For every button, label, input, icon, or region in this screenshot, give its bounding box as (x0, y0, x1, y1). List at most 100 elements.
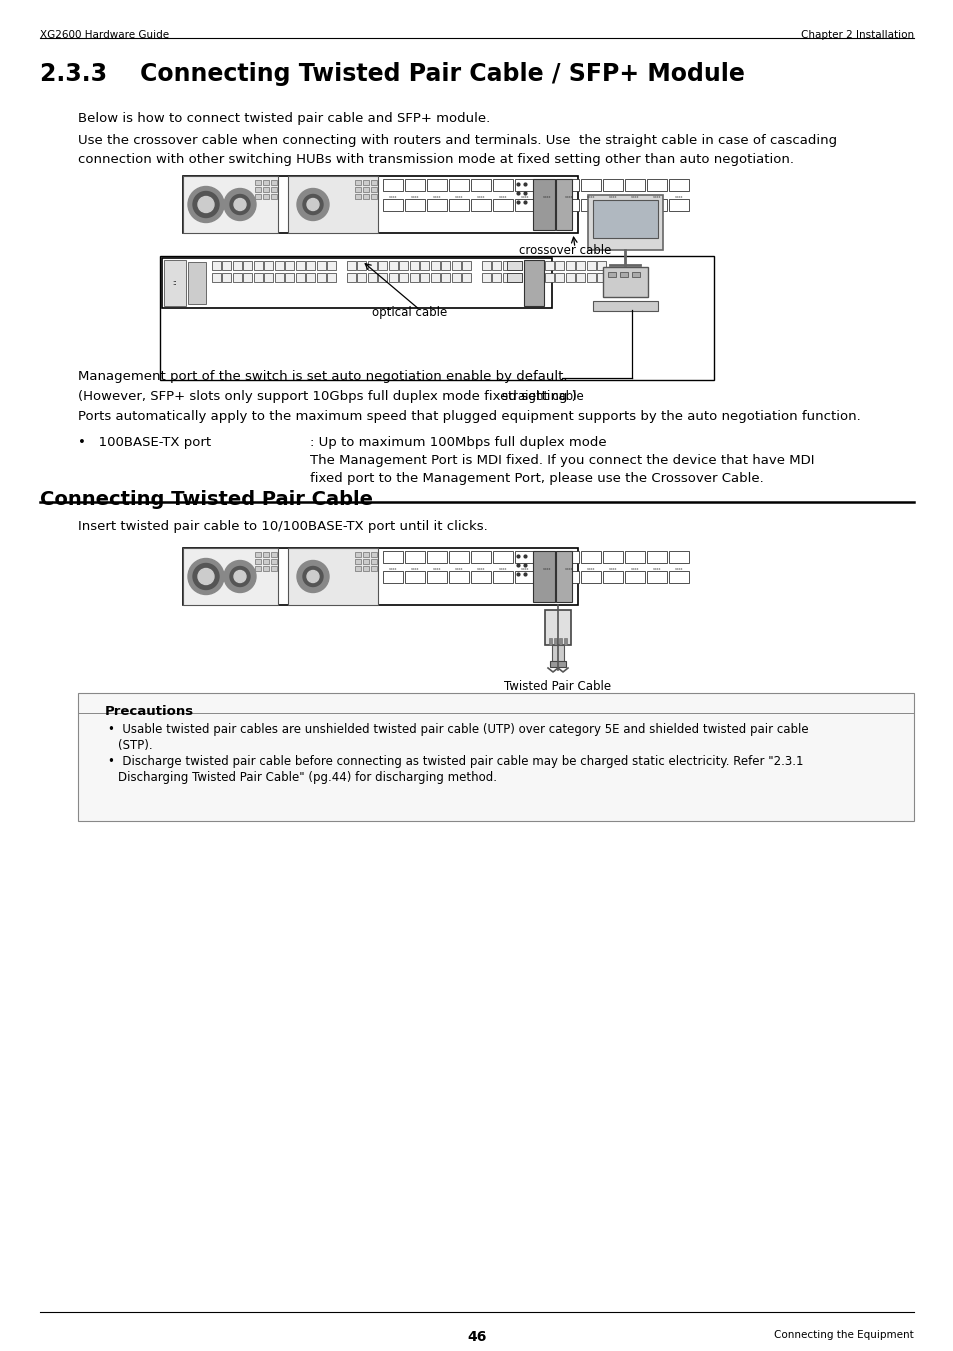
Bar (371, 186, 376, 192)
Bar (506, 273, 521, 282)
Text: Discharging Twisted Pair Cable" (pg.44) for discharging method.: Discharging Twisted Pair Cable" (pg.44) … (118, 771, 497, 784)
Text: Chapter 2 Installation: Chapter 2 Installation (800, 30, 913, 41)
Circle shape (307, 199, 318, 211)
Text: vxxx: vxxx (674, 195, 682, 199)
Bar (357, 261, 366, 270)
Bar (316, 261, 326, 270)
Bar (271, 186, 276, 192)
Bar (264, 261, 274, 270)
Bar (602, 178, 622, 190)
Bar (481, 273, 491, 282)
Bar (389, 261, 397, 270)
Bar (420, 261, 429, 270)
Bar (399, 273, 408, 282)
Bar (646, 178, 666, 190)
Bar (586, 261, 596, 270)
Text: 46: 46 (467, 1329, 486, 1344)
Circle shape (188, 558, 224, 594)
Bar (449, 178, 469, 190)
Bar (243, 261, 253, 270)
Text: vxxx: vxxx (630, 567, 639, 571)
Bar (544, 261, 554, 270)
Bar (441, 261, 450, 270)
Bar (471, 551, 491, 563)
Bar (537, 178, 557, 190)
Bar (624, 199, 644, 211)
Bar (534, 261, 543, 270)
Bar (602, 551, 622, 563)
Bar (243, 273, 253, 282)
Bar (580, 571, 600, 584)
Bar (306, 261, 315, 270)
Bar (405, 178, 424, 190)
Bar (533, 551, 555, 603)
Bar (316, 261, 326, 270)
Bar (493, 178, 513, 190)
Bar (431, 273, 439, 282)
Text: vxxx: vxxx (564, 567, 573, 571)
Bar (188, 262, 206, 304)
Text: The Management Port is MDI fixed. If you connect the device that have MDI: The Management Port is MDI fixed. If you… (310, 454, 814, 467)
Bar (306, 273, 315, 282)
Bar (405, 571, 424, 584)
Bar (576, 261, 585, 270)
Bar (523, 259, 543, 305)
Circle shape (233, 570, 246, 582)
Bar (558, 638, 561, 644)
Bar (183, 549, 578, 605)
Text: : Up to maximum 100Mbps full duplex mode: : Up to maximum 100Mbps full duplex mode (310, 436, 606, 449)
Bar (513, 273, 522, 282)
Circle shape (230, 195, 250, 215)
Bar (513, 273, 522, 282)
Bar (619, 272, 627, 277)
Text: Below is how to connect twisted pair cable and SFP+ module.: Below is how to connect twisted pair cab… (78, 112, 490, 126)
Circle shape (296, 189, 329, 220)
Text: vxxx: vxxx (608, 195, 617, 199)
Bar (462, 273, 471, 282)
Bar (355, 566, 360, 571)
Text: vxxx: vxxx (586, 567, 595, 571)
Bar (378, 261, 387, 270)
Bar (544, 261, 554, 270)
Bar (576, 273, 585, 282)
Bar (389, 273, 397, 282)
Bar (355, 559, 360, 563)
Text: vxxx: vxxx (674, 567, 682, 571)
Bar (212, 261, 221, 270)
Bar (253, 261, 263, 270)
Bar (563, 638, 566, 644)
Bar (285, 273, 294, 282)
Bar (607, 272, 616, 277)
Bar (253, 261, 263, 270)
Text: vxxx: vxxx (520, 567, 529, 571)
Bar (399, 273, 408, 282)
Bar (624, 571, 644, 584)
Bar (78, 693, 913, 821)
Bar (502, 261, 512, 270)
Bar (668, 178, 688, 190)
Bar (399, 261, 408, 270)
Bar (389, 273, 397, 282)
Bar (565, 273, 575, 282)
Bar (420, 261, 429, 270)
Bar (389, 261, 397, 270)
Bar (382, 178, 402, 190)
Text: vxxx: vxxx (564, 195, 573, 199)
Bar (427, 571, 447, 584)
Bar (481, 261, 491, 270)
Bar (565, 261, 575, 270)
Bar (624, 551, 644, 563)
Bar (555, 273, 564, 282)
Bar (274, 273, 284, 282)
Bar (264, 273, 274, 282)
Bar (558, 199, 578, 211)
Text: crossover cable: crossover cable (518, 245, 611, 257)
Text: Use the crossover cable when connecting with routers and terminals. Use  the str: Use the crossover cable when connecting … (78, 134, 836, 147)
Bar (183, 176, 277, 232)
Bar (327, 273, 336, 282)
Circle shape (230, 566, 250, 586)
Text: vxxx: vxxx (542, 567, 551, 571)
Bar (316, 273, 326, 282)
Bar (431, 261, 439, 270)
Bar (523, 261, 533, 270)
